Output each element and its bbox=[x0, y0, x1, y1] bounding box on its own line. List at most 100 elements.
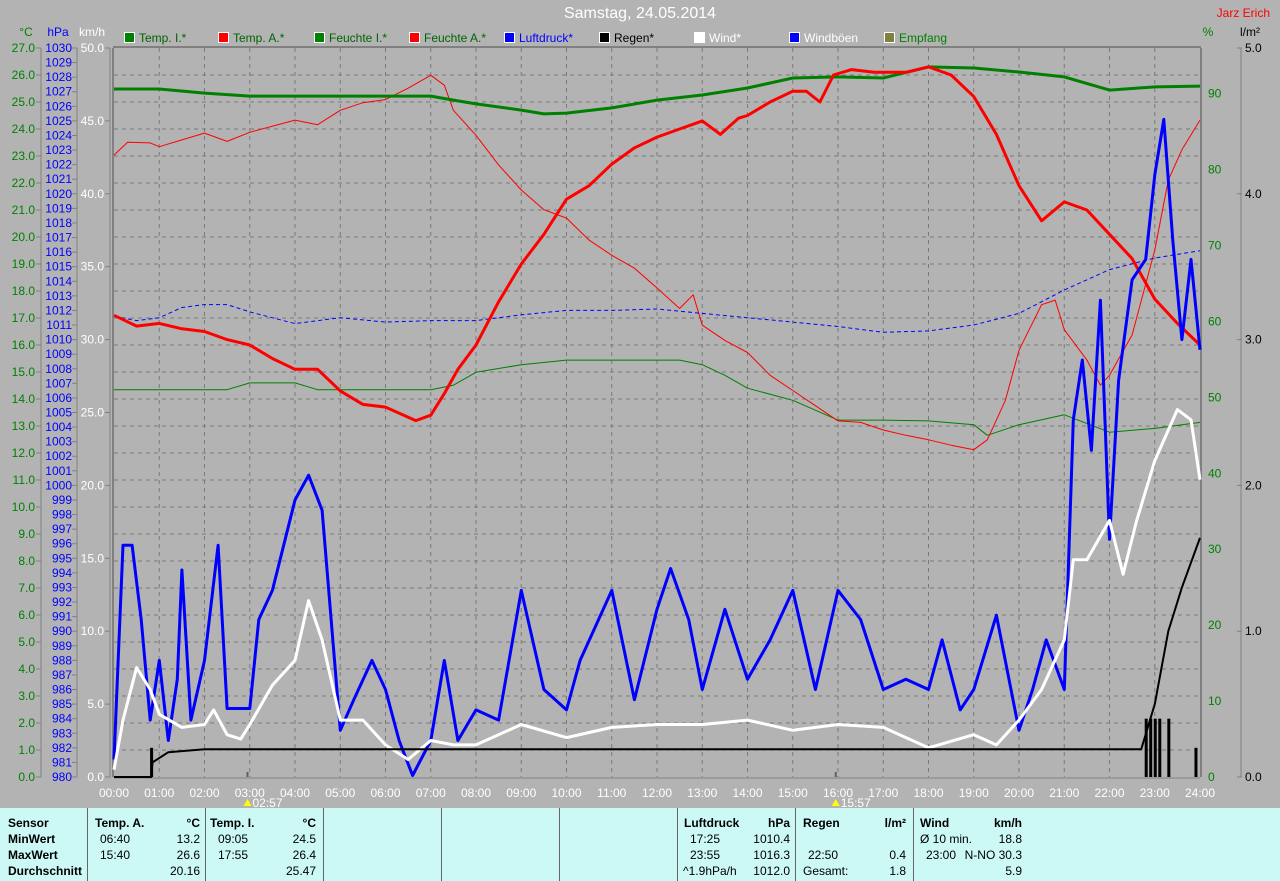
legend-item-temp-indoor[interactable]: Temp. I.* bbox=[124, 31, 186, 45]
temp-a-header: Temp. A. bbox=[95, 816, 145, 830]
hpa-tick-label: 999 bbox=[52, 493, 72, 507]
hpa-tick-label: 994 bbox=[52, 566, 72, 580]
pct-tick-label: 10 bbox=[1208, 694, 1222, 708]
hpa-tick-label: 983 bbox=[52, 726, 72, 740]
hpa-tick-label: 1014 bbox=[45, 274, 72, 288]
x-tick-label: 12:00 bbox=[642, 786, 672, 800]
temp-tick-label: 6.0 bbox=[18, 608, 35, 622]
x-tick-label: 21:00 bbox=[1049, 786, 1079, 800]
legend-swatch bbox=[314, 32, 325, 43]
column-divider bbox=[559, 808, 560, 881]
pressure-trend: ^1.9hPa/h bbox=[683, 864, 737, 878]
hpa-tick-label: 985 bbox=[52, 697, 72, 711]
rain-tick-label: 2.0 bbox=[1245, 478, 1262, 492]
pressure-avg: 1012.0 bbox=[753, 864, 790, 878]
x-tick-label: 19:00 bbox=[959, 786, 989, 800]
pressure-min: 1010.4 bbox=[753, 832, 790, 846]
hpa-tick-label: 991 bbox=[52, 610, 72, 624]
row-label-max: MaxWert bbox=[8, 848, 58, 862]
x-tick-label: 03:00 bbox=[235, 786, 265, 800]
legend-item-pressure[interactable]: Luftdruck* bbox=[504, 31, 573, 45]
hpa-tick-label: 1027 bbox=[45, 85, 72, 99]
legend-item-humidity-outdoor[interactable]: Feuchte A.* bbox=[409, 31, 486, 45]
series-line-temp-i bbox=[114, 65, 1201, 116]
hpa-tick-label: 1013 bbox=[45, 289, 72, 303]
wind-avg10: 18.8 bbox=[998, 832, 1022, 846]
hpa-tick-label: 1021 bbox=[45, 172, 72, 186]
pressure-unit: hPa bbox=[767, 816, 790, 830]
temp-a-min-time: 06:40 bbox=[100, 832, 131, 846]
series-line-regen bbox=[114, 537, 1201, 778]
x-tick-label: 01:00 bbox=[144, 786, 174, 800]
hpa-tick-label: 993 bbox=[52, 580, 72, 594]
rain-bar bbox=[1167, 718, 1171, 777]
rain-bar bbox=[1144, 718, 1148, 777]
rain-tick-label: 5.0 bbox=[1245, 41, 1262, 55]
hpa-tick-label: 1020 bbox=[45, 187, 72, 201]
temp-a-min: 13.2 bbox=[176, 832, 200, 846]
rain-max-time: 22:50 bbox=[808, 848, 839, 862]
temp-i-max-time: 17:55 bbox=[218, 848, 249, 862]
series-line-wind bbox=[112, 408, 1202, 770]
hpa-tick-label: 995 bbox=[52, 551, 72, 565]
hpa-tick-label: 1000 bbox=[45, 478, 72, 492]
x-tick-label: 02:00 bbox=[189, 786, 219, 800]
sun-marker-icon bbox=[243, 799, 252, 806]
legend-item-humidity-indoor[interactable]: Feuchte I.* bbox=[314, 31, 387, 45]
rain-tick-label: 4.0 bbox=[1245, 187, 1262, 201]
hpa-tick-label: 1026 bbox=[45, 99, 72, 113]
column-divider bbox=[795, 808, 796, 881]
hpa-tick-label: 986 bbox=[52, 683, 72, 697]
temp-tick-label: 0.0 bbox=[18, 770, 35, 784]
legend-item-gusts[interactable]: Windböen bbox=[789, 31, 858, 45]
hpa-tick-label: 992 bbox=[52, 595, 72, 609]
legend-item-rain[interactable]: Regen* bbox=[599, 31, 654, 45]
hpa-axis-unit: hPa bbox=[47, 25, 69, 39]
author-label: Jarz Erich bbox=[1216, 6, 1270, 20]
hpa-tick-label: 1001 bbox=[45, 464, 72, 478]
x-tick-label: 16:00 bbox=[823, 786, 853, 800]
hpa-tick-label: 990 bbox=[52, 624, 72, 638]
temp-tick-label: 5.0 bbox=[18, 635, 35, 649]
series-line-temp-a bbox=[113, 65, 1202, 423]
temp-tick-label: 23.0 bbox=[12, 149, 36, 163]
sun-marker-label: 15:57 bbox=[841, 796, 871, 808]
hpa-tick-label: 1023 bbox=[45, 143, 72, 157]
temp-tick-label: 10.0 bbox=[12, 500, 36, 514]
temp-tick-label: 2.0 bbox=[18, 716, 35, 730]
hpa-tick-label: 1002 bbox=[45, 449, 72, 463]
temp-tick-label: 25.0 bbox=[12, 95, 36, 109]
temp-tick-label: 9.0 bbox=[18, 527, 35, 541]
hpa-tick-label: 1004 bbox=[45, 420, 72, 434]
legend-item-wind[interactable]: Wind* bbox=[694, 31, 741, 45]
temp-tick-label: 11.0 bbox=[13, 473, 36, 487]
legend-item-reception[interactable]: Empfang bbox=[884, 31, 947, 45]
hpa-tick-label: 1012 bbox=[45, 303, 72, 317]
temp-tick-label: 7.0 bbox=[18, 581, 35, 595]
temp-tick-label: 20.0 bbox=[12, 230, 36, 244]
pressure-max: 1016.3 bbox=[753, 848, 790, 862]
rain-tick-label: 0.0 bbox=[1245, 770, 1262, 784]
wind-unit: km/h bbox=[993, 816, 1022, 830]
hpa-tick-label: 1017 bbox=[45, 231, 72, 245]
hpa-tick-label: 1010 bbox=[45, 333, 72, 347]
hpa-tick-label: 1019 bbox=[45, 201, 72, 215]
legend-swatch bbox=[504, 32, 515, 43]
temp-tick-label: 14.0 bbox=[12, 392, 36, 406]
rain-bar bbox=[1194, 747, 1198, 777]
kmh-tick-label: 15.0 bbox=[81, 551, 105, 565]
x-tick-label: 23:00 bbox=[1140, 786, 1170, 800]
pct-tick-label: 20 bbox=[1208, 618, 1222, 632]
kmh-axis-unit: km/h bbox=[79, 25, 105, 39]
hpa-tick-label: 1005 bbox=[45, 406, 72, 420]
legend-label: Feuchte A.* bbox=[424, 31, 487, 45]
hpa-tick-label: 984 bbox=[52, 712, 72, 726]
legend-item-temp-outdoor[interactable]: Temp. A.* bbox=[218, 31, 284, 45]
temp-axis-unit: °C bbox=[19, 25, 33, 39]
series-line-feuchte-i bbox=[114, 359, 1201, 436]
chart-title: Samstag, 24.05.2014 bbox=[563, 5, 717, 22]
rain-total-label: Gesamt: bbox=[803, 864, 849, 878]
kmh-tick-label: 50.0 bbox=[81, 41, 105, 55]
x-tick-label: 05:00 bbox=[325, 786, 355, 800]
hpa-tick-label: 997 bbox=[52, 522, 72, 536]
